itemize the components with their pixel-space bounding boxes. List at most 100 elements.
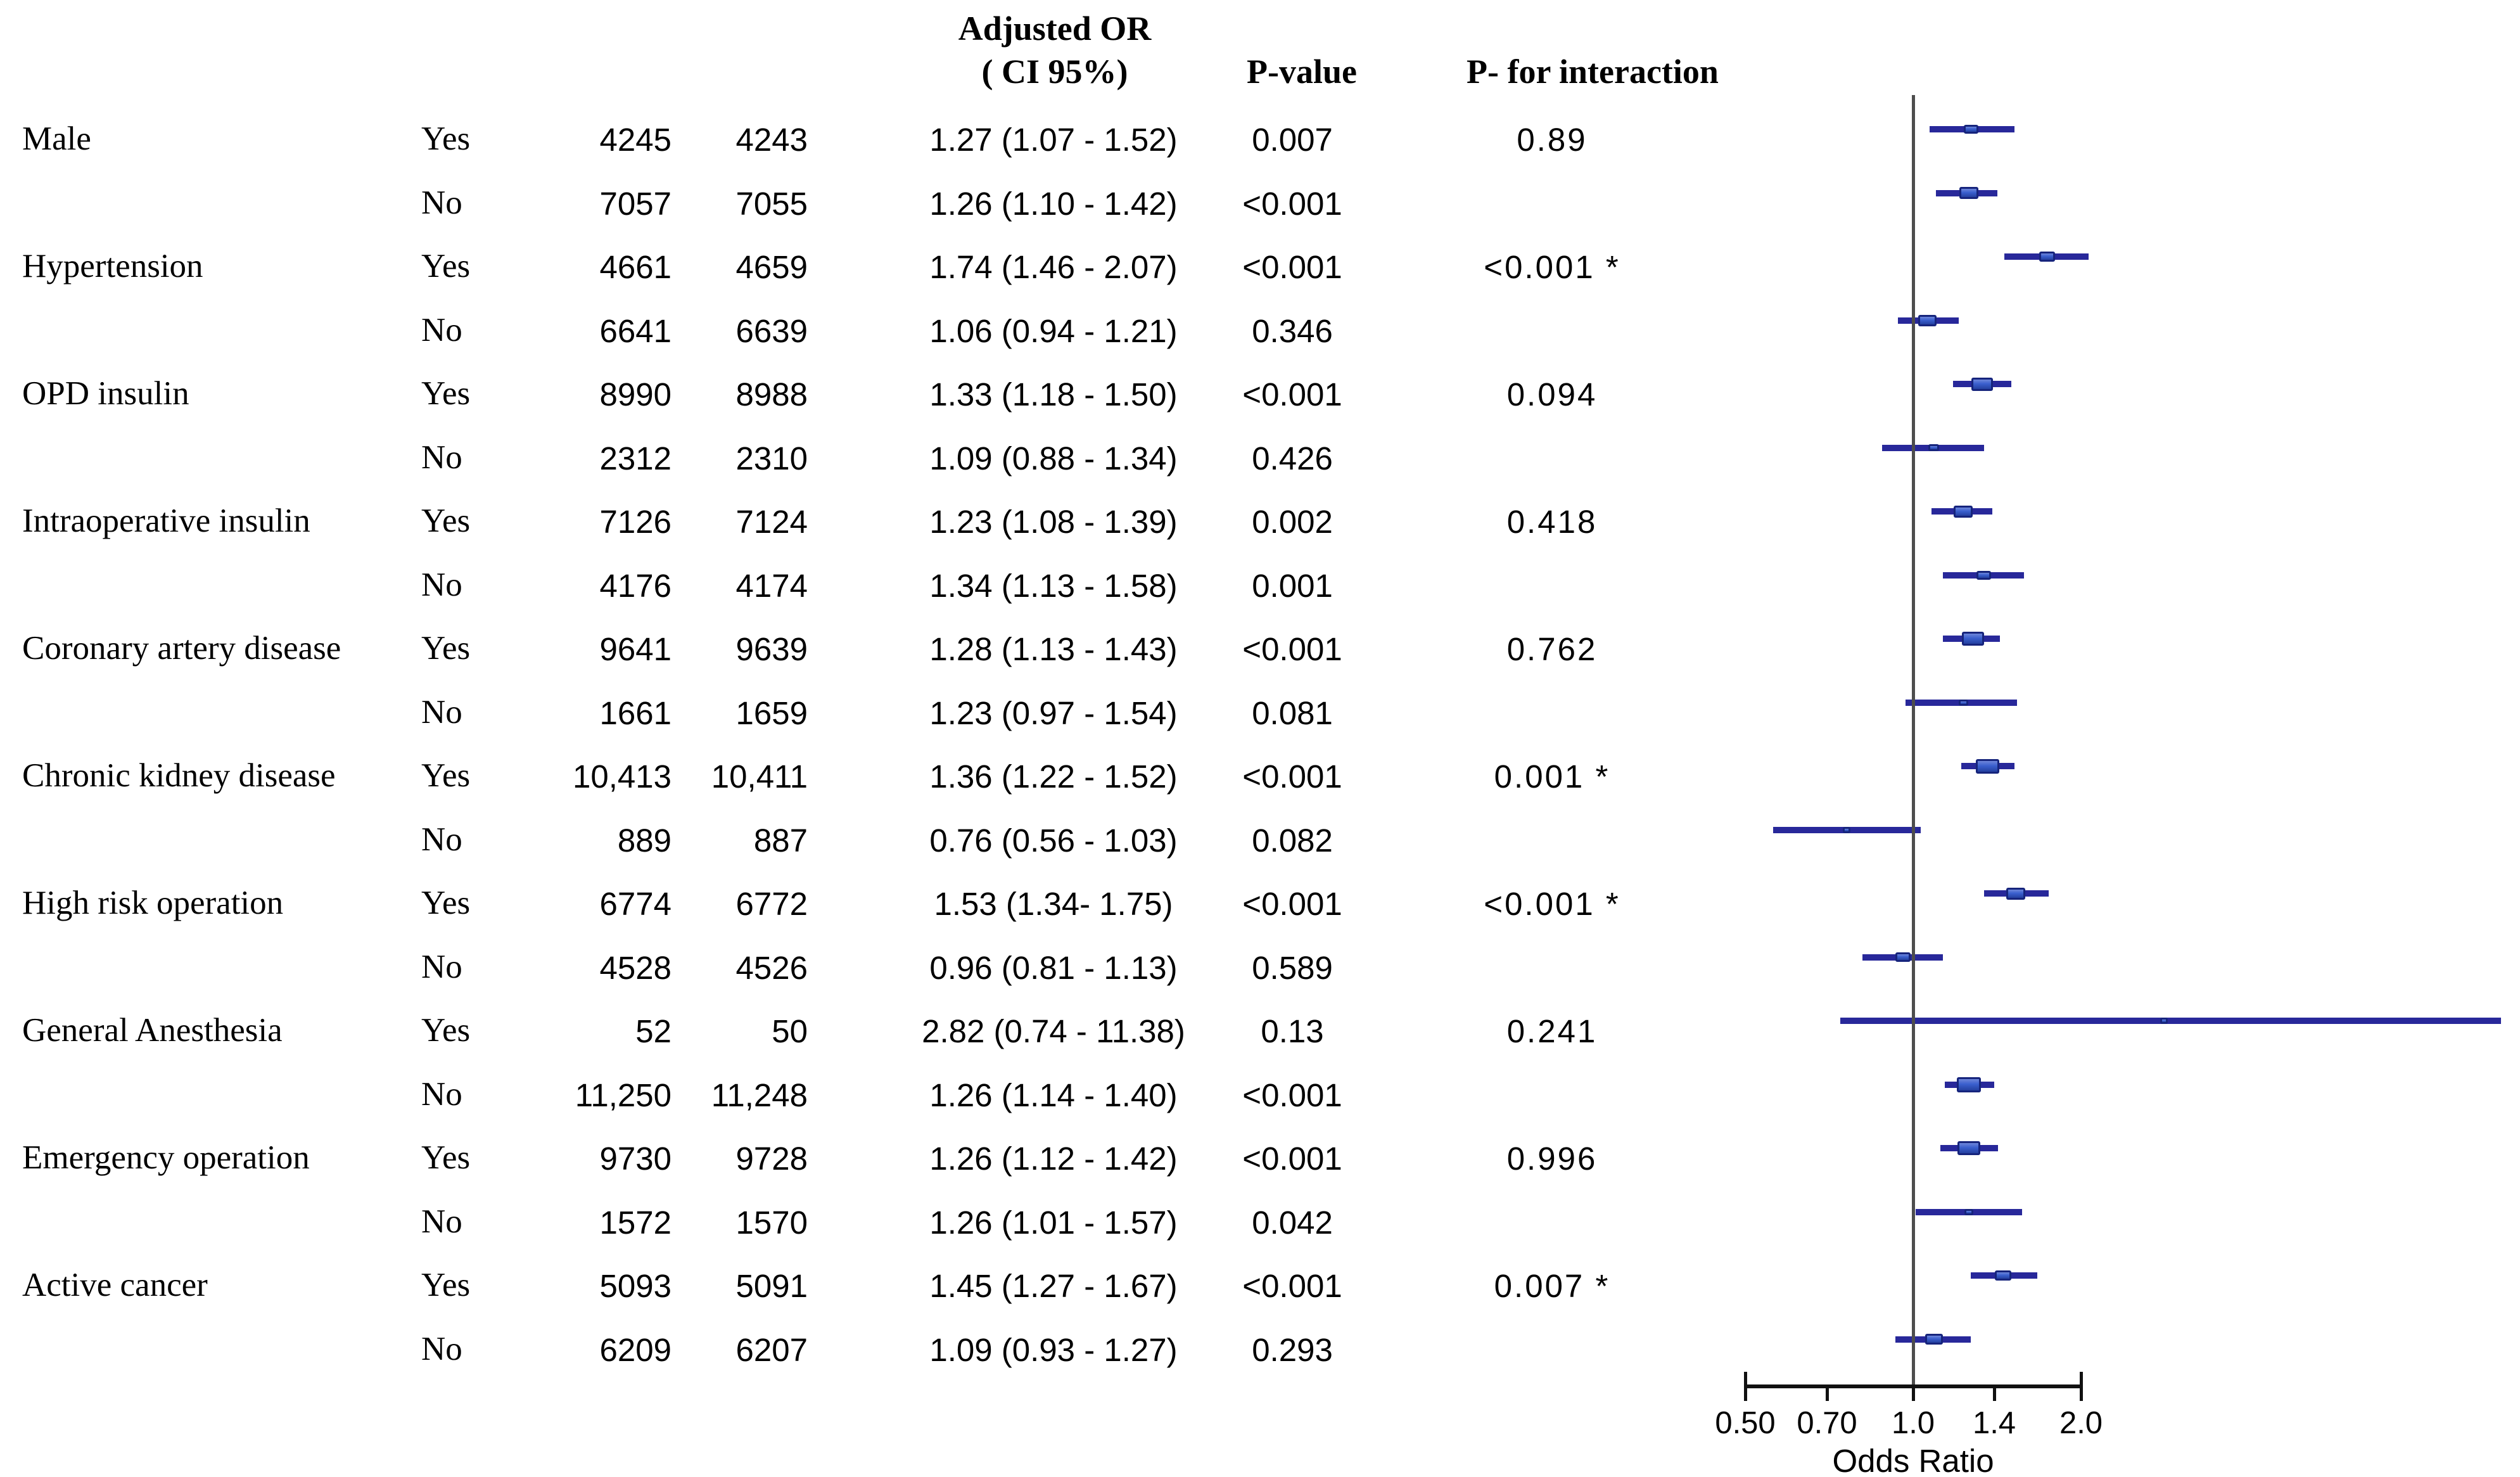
n-matched-value: 7055 (735, 185, 808, 222)
n-total-value: 4661 (599, 249, 671, 285)
adjusted-or-ci-value: 1.26 (1.12 - 1.42) (929, 1141, 1178, 1177)
p-value: 0.082 (1252, 822, 1333, 859)
group-label: Emergency operation (22, 1139, 310, 1176)
n-total-value: 5093 (599, 1268, 671, 1304)
p-value: 0.007 (1252, 122, 1333, 158)
subgroup-label: No (421, 948, 462, 985)
n-matched-value: 6772 (735, 886, 808, 922)
or-marker (1843, 827, 1850, 833)
x-axis-title: Odds Ratio (1832, 1443, 1994, 1477)
n-total-value: 10,413 (573, 758, 671, 795)
subgroup-label: No (421, 821, 462, 858)
p-interaction-value: 0.094 (1506, 376, 1598, 412)
n-total-value: 6209 (599, 1331, 671, 1368)
p-interaction-value: 0.996 (1506, 1141, 1598, 1177)
p-value: <0.001 (1242, 1077, 1342, 1113)
n-matched-value: 4659 (735, 249, 808, 285)
or-marker (2039, 252, 2055, 262)
group-label: General Anesthesia (22, 1012, 283, 1049)
header-adjusted-or-line1: Adjusted OR (958, 10, 1152, 48)
group-label: Active cancer (22, 1267, 208, 1303)
p-value: 0.293 (1252, 1331, 1333, 1368)
header-p-interaction: P- for interaction (1467, 53, 1719, 91)
or-marker (1895, 952, 1911, 962)
p-value: 0.042 (1252, 1204, 1333, 1241)
header-p-value: P-value (1247, 53, 1357, 91)
or-marker (1971, 378, 1993, 391)
adjusted-or-ci-value: 1.26 (1.10 - 1.42) (929, 185, 1178, 222)
adjusted-or-ci-value: 1.28 (1.13 - 1.43) (929, 631, 1178, 667)
subgroup-label: Yes (421, 120, 471, 157)
or-marker (1925, 1334, 1943, 1345)
subgroup-label: Yes (421, 757, 471, 794)
n-matched-value: 4526 (735, 949, 808, 986)
n-matched-value: 50 (772, 1013, 808, 1049)
or-marker (1976, 759, 1999, 774)
or-marker (1918, 315, 1937, 326)
adjusted-or-ci-value: 1.74 (1.46 - 2.07) (929, 249, 1178, 285)
or-marker (1995, 1270, 2011, 1281)
subgroup-label: No (421, 1075, 462, 1113)
ci-line (1840, 1018, 2501, 1024)
adjusted-or-ci-value: 1.27 (1.07 - 1.52) (929, 122, 1178, 158)
n-total-value: 9641 (599, 631, 671, 667)
group-label: High risk operation (22, 885, 284, 921)
group-label: Chronic kidney disease (22, 757, 336, 794)
n-matched-value: 4243 (735, 122, 808, 158)
or-marker (1954, 506, 1973, 518)
adjusted-or-ci-value: 1.53 (1.34- 1.75) (934, 886, 1173, 922)
or-marker (1957, 1077, 1981, 1092)
subgroup-label: No (421, 566, 462, 603)
n-matched-value: 10,411 (711, 758, 808, 795)
or-marker (1964, 1209, 1973, 1215)
p-value: 0.13 (1261, 1013, 1324, 1049)
adjusted-or-ci-value: 1.23 (1.08 - 1.39) (929, 504, 1178, 540)
n-total-value: 1661 (599, 694, 671, 731)
x-axis-tick-label: 1.0 (1891, 1406, 1935, 1440)
p-value: <0.001 (1242, 886, 1342, 922)
p-value: 0.589 (1252, 949, 1333, 986)
n-matched-value: 4174 (735, 567, 808, 604)
subgroup-label: Yes (421, 885, 471, 921)
n-total-value: 889 (617, 822, 671, 859)
p-value: 0.002 (1252, 504, 1333, 540)
or-marker (1928, 444, 1939, 451)
or-marker (1957, 1141, 1980, 1155)
group-label: Male (22, 120, 91, 157)
or-marker (2160, 1018, 2168, 1024)
n-matched-value: 8988 (735, 376, 808, 412)
subgroup-label: Yes (421, 375, 471, 412)
n-matched-value: 1570 (735, 1204, 808, 1241)
n-total-value: 9730 (599, 1141, 671, 1177)
adjusted-or-ci-value: 1.23 (0.97 - 1.54) (929, 694, 1178, 731)
subgroup-label: Yes (421, 1139, 471, 1176)
p-value: <0.001 (1242, 631, 1342, 667)
subgroup-label: Yes (421, 502, 471, 539)
n-total-value: 11,250 (575, 1077, 671, 1113)
p-value: 0.346 (1252, 312, 1333, 349)
n-total-value: 7057 (599, 185, 671, 222)
p-value: <0.001 (1242, 758, 1342, 795)
n-total-value: 52 (635, 1013, 671, 1049)
n-total-value: 1572 (599, 1204, 671, 1241)
reference-line-or-1 (1912, 95, 1915, 1384)
adjusted-or-ci-value: 1.45 (1.27 - 1.67) (929, 1268, 1178, 1304)
n-matched-value: 6207 (735, 1331, 808, 1368)
subgroup-label: Yes (421, 248, 471, 285)
x-axis-tick-label: 0.50 (1715, 1406, 1776, 1440)
n-total-value: 6774 (599, 886, 671, 922)
n-total-value: 7126 (599, 504, 671, 540)
n-total-value: 8990 (599, 376, 671, 412)
group-label: OPD insulin (22, 375, 189, 412)
p-interaction-value: 0.241 (1506, 1013, 1598, 1049)
n-matched-value: 1659 (735, 694, 808, 731)
subgroup-label: Yes (421, 630, 471, 667)
header-adjusted-or-line2: ( CI 95%) (981, 53, 1128, 91)
adjusted-or-ci-value: 1.06 (0.94 - 1.21) (929, 312, 1178, 349)
n-matched-value: 9728 (735, 1141, 808, 1177)
adjusted-or-ci-value: 1.26 (1.14 - 1.40) (929, 1077, 1178, 1113)
or-marker (2006, 888, 2025, 900)
or-marker (1962, 632, 1984, 646)
or-marker (1959, 187, 1978, 199)
adjusted-or-ci-value: 1.09 (0.93 - 1.27) (929, 1331, 1178, 1368)
